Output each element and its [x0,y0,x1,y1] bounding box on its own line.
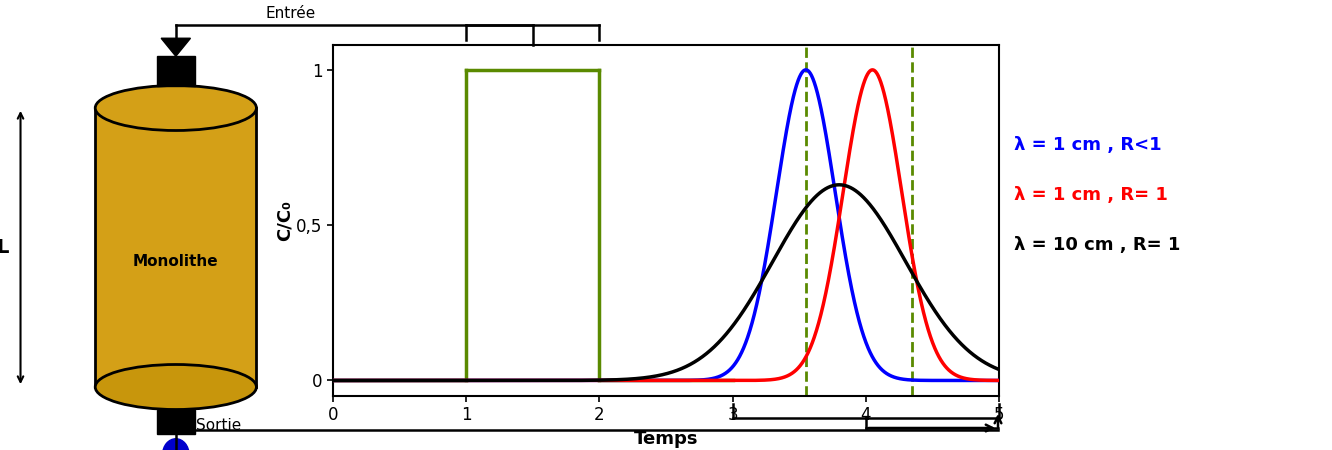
X-axis label: Temps: Temps [634,430,698,448]
Text: Monolithe: Monolithe [133,254,218,269]
Y-axis label: C/C₀: C/C₀ [276,200,293,241]
Ellipse shape [96,364,256,410]
Ellipse shape [163,439,189,450]
Text: λ = 10 cm , R= 1: λ = 10 cm , R= 1 [1014,236,1180,254]
Text: Entrée: Entrée [265,6,316,21]
Ellipse shape [96,86,256,130]
Bar [157,410,194,434]
Text: L: L [0,238,9,257]
Bar [96,108,256,387]
Bar [157,56,194,86]
Text: λ = 1 cm , R<1: λ = 1 cm , R<1 [1014,136,1162,154]
Polygon shape [161,38,190,56]
Text: λ = 1 cm , R= 1: λ = 1 cm , R= 1 [1014,186,1168,204]
Text: Sortie: Sortie [196,418,241,433]
